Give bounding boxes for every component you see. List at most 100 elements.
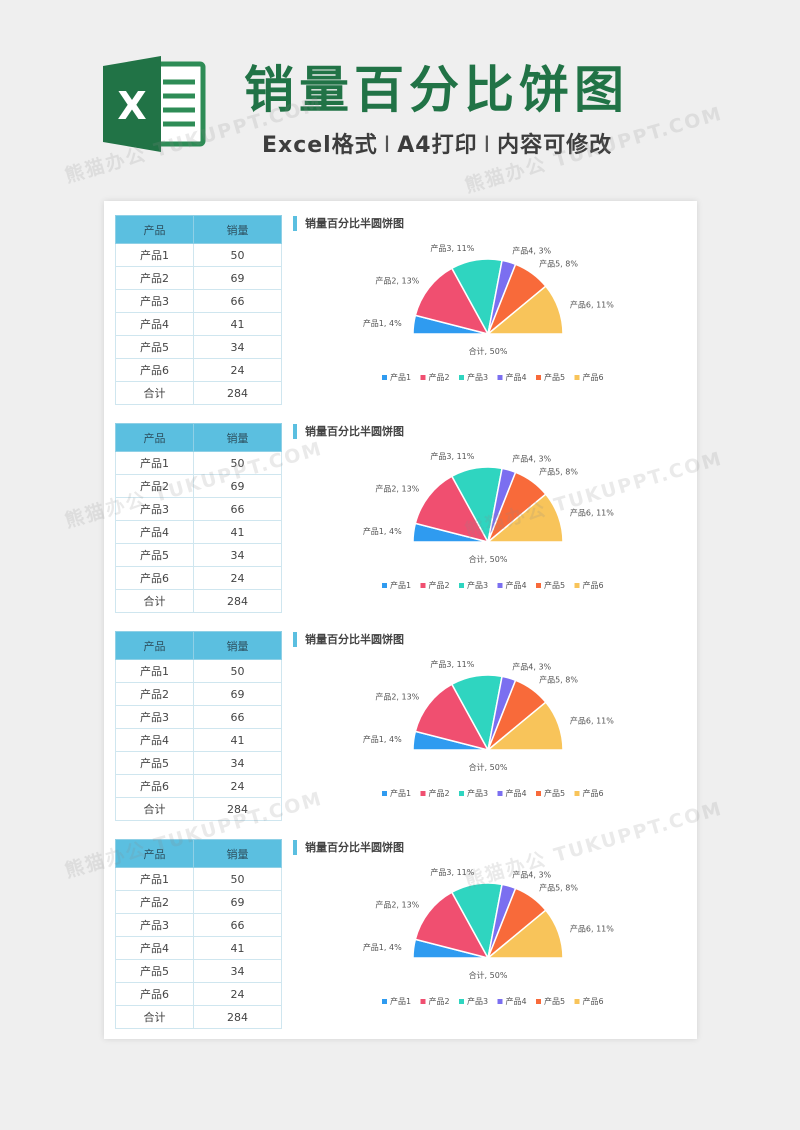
table-row: 产品2 69 bbox=[115, 266, 282, 290]
table-cell[interactable]: 69 bbox=[193, 474, 282, 498]
table-cell[interactable]: 产品6 bbox=[115, 774, 194, 798]
sales-table: 产品 销量 产品1 50 产品2 69 产品3 66 产品4 41 产品5 34 产品6 24 合计 284 bbox=[115, 215, 282, 405]
table-cell[interactable]: 50 bbox=[193, 451, 282, 475]
table-cell[interactable]: 284 bbox=[193, 797, 282, 821]
slice-label: 产品4, 3% bbox=[512, 870, 551, 880]
table-cell[interactable]: 50 bbox=[193, 867, 282, 891]
table-cell[interactable]: 产品5 bbox=[115, 335, 194, 359]
slice-label: 产品6, 11% bbox=[570, 924, 614, 934]
table-cell[interactable]: 24 bbox=[193, 774, 282, 798]
legend-label: 产品2 bbox=[429, 996, 450, 1006]
table-header-cell[interactable]: 产品 bbox=[115, 839, 194, 868]
table-cell[interactable]: 24 bbox=[193, 566, 282, 590]
table-cell[interactable]: 合计 bbox=[115, 1005, 194, 1029]
table-row: 产品5 34 bbox=[115, 335, 282, 359]
slice-label: 产品2, 13% bbox=[375, 900, 419, 910]
legend-label: 产品4 bbox=[506, 372, 527, 382]
table-cell[interactable]: 66 bbox=[193, 289, 282, 313]
table-cell[interactable]: 产品1 bbox=[115, 867, 194, 891]
table-cell[interactable]: 产品4 bbox=[115, 936, 194, 960]
table-header-cell[interactable]: 销量 bbox=[193, 839, 282, 868]
sales-table: 产品 销量 产品1 50 产品2 69 产品3 66 产品4 41 产品5 34 产品6 24 合计 284 bbox=[115, 423, 282, 613]
table-cell[interactable]: 34 bbox=[193, 959, 282, 983]
table-cell[interactable]: 66 bbox=[193, 497, 282, 521]
slice-label: 产品6, 11% bbox=[570, 508, 614, 518]
table-cell[interactable]: 284 bbox=[193, 1005, 282, 1029]
table-cell[interactable]: 24 bbox=[193, 358, 282, 382]
table-cell[interactable]: 产品5 bbox=[115, 751, 194, 775]
table-cell[interactable]: 产品6 bbox=[115, 358, 194, 382]
slice-label: 产品2, 13% bbox=[375, 276, 419, 286]
table-cell[interactable]: 产品3 bbox=[115, 705, 194, 729]
table-cell[interactable]: 产品3 bbox=[115, 289, 194, 313]
subtitle-print: A4打印 bbox=[397, 133, 478, 158]
table-cell[interactable]: 24 bbox=[193, 982, 282, 1006]
table-cell[interactable]: 产品6 bbox=[115, 566, 194, 590]
table-cell[interactable]: 产品4 bbox=[115, 520, 194, 544]
table-cell[interactable]: 产品4 bbox=[115, 728, 194, 752]
table-row: 产品1 50 bbox=[115, 659, 282, 683]
table-header-cell[interactable]: 销量 bbox=[193, 215, 282, 244]
table-cell[interactable]: 284 bbox=[193, 589, 282, 613]
table-cell[interactable]: 34 bbox=[193, 335, 282, 359]
legend-swatch bbox=[382, 999, 387, 1004]
table-header-cell[interactable]: 产品 bbox=[115, 423, 194, 452]
table-cell[interactable]: 69 bbox=[193, 266, 282, 290]
slice-label: 产品4, 3% bbox=[512, 454, 551, 464]
legend-label: 产品1 bbox=[390, 788, 411, 798]
table-cell[interactable]: 合计 bbox=[115, 381, 194, 405]
legend-swatch bbox=[420, 583, 426, 588]
legend-swatch bbox=[382, 791, 387, 796]
table-cell[interactable]: 66 bbox=[193, 705, 282, 729]
legend-label: 产品3 bbox=[467, 788, 488, 798]
table-cell[interactable]: 69 bbox=[193, 682, 282, 706]
slice-label: 产品1, 4% bbox=[363, 526, 402, 536]
table-cell[interactable]: 41 bbox=[193, 520, 282, 544]
table-cell[interactable]: 产品2 bbox=[115, 266, 194, 290]
legend-swatch bbox=[459, 375, 464, 380]
table-header-cell[interactable]: 产品 bbox=[115, 215, 194, 244]
slice-label: 产品3, 11% bbox=[430, 243, 474, 253]
slice-label: 产品3, 11% bbox=[430, 451, 474, 461]
table-cell[interactable]: 41 bbox=[193, 936, 282, 960]
table-cell[interactable]: 产品1 bbox=[115, 243, 194, 267]
table-row: 产品6 24 bbox=[115, 566, 282, 590]
chart-title: 销量百分比半圆饼图 bbox=[293, 216, 404, 231]
table-cell[interactable]: 合计 bbox=[115, 797, 194, 821]
table-header-cell[interactable]: 销量 bbox=[193, 631, 282, 660]
table-row: 产品6 24 bbox=[115, 774, 282, 798]
table-header-cell[interactable]: 产品 bbox=[115, 631, 194, 660]
chart-title: 销量百分比半圆饼图 bbox=[293, 424, 404, 439]
legend-swatch bbox=[536, 791, 541, 796]
legend-swatch bbox=[497, 583, 503, 588]
table-cell[interactable]: 产品5 bbox=[115, 543, 194, 567]
table-cell[interactable]: 41 bbox=[193, 312, 282, 336]
slice-label: 产品2, 13% bbox=[375, 692, 419, 702]
table-cell[interactable]: 产品6 bbox=[115, 982, 194, 1006]
table-cell[interactable]: 69 bbox=[193, 890, 282, 914]
slice-label: 产品4, 3% bbox=[512, 246, 551, 256]
legend-swatch bbox=[574, 791, 580, 796]
table-cell[interactable]: 产品2 bbox=[115, 682, 194, 706]
legend-label: 产品2 bbox=[429, 788, 450, 798]
table-cell[interactable]: 合计 bbox=[115, 589, 194, 613]
table-cell[interactable]: 产品4 bbox=[115, 312, 194, 336]
legend-swatch bbox=[574, 375, 580, 380]
table-cell[interactable]: 50 bbox=[193, 659, 282, 683]
table-cell[interactable]: 产品3 bbox=[115, 913, 194, 937]
table-cell[interactable]: 产品1 bbox=[115, 451, 194, 475]
legend-label: 产品1 bbox=[390, 996, 411, 1006]
table-cell[interactable]: 产品5 bbox=[115, 959, 194, 983]
legend-label: 产品5 bbox=[544, 788, 565, 798]
table-cell[interactable]: 产品1 bbox=[115, 659, 194, 683]
table-cell[interactable]: 41 bbox=[193, 728, 282, 752]
table-cell[interactable]: 34 bbox=[193, 543, 282, 567]
table-cell[interactable]: 34 bbox=[193, 751, 282, 775]
table-header-cell[interactable]: 销量 bbox=[193, 423, 282, 452]
table-cell[interactable]: 50 bbox=[193, 243, 282, 267]
table-cell[interactable]: 284 bbox=[193, 381, 282, 405]
table-cell[interactable]: 66 bbox=[193, 913, 282, 937]
chart-title: 销量百分比半圆饼图 bbox=[293, 632, 404, 647]
table-cell[interactable]: 产品3 bbox=[115, 497, 194, 521]
table-cell[interactable]: 产品2 bbox=[115, 890, 194, 914]
